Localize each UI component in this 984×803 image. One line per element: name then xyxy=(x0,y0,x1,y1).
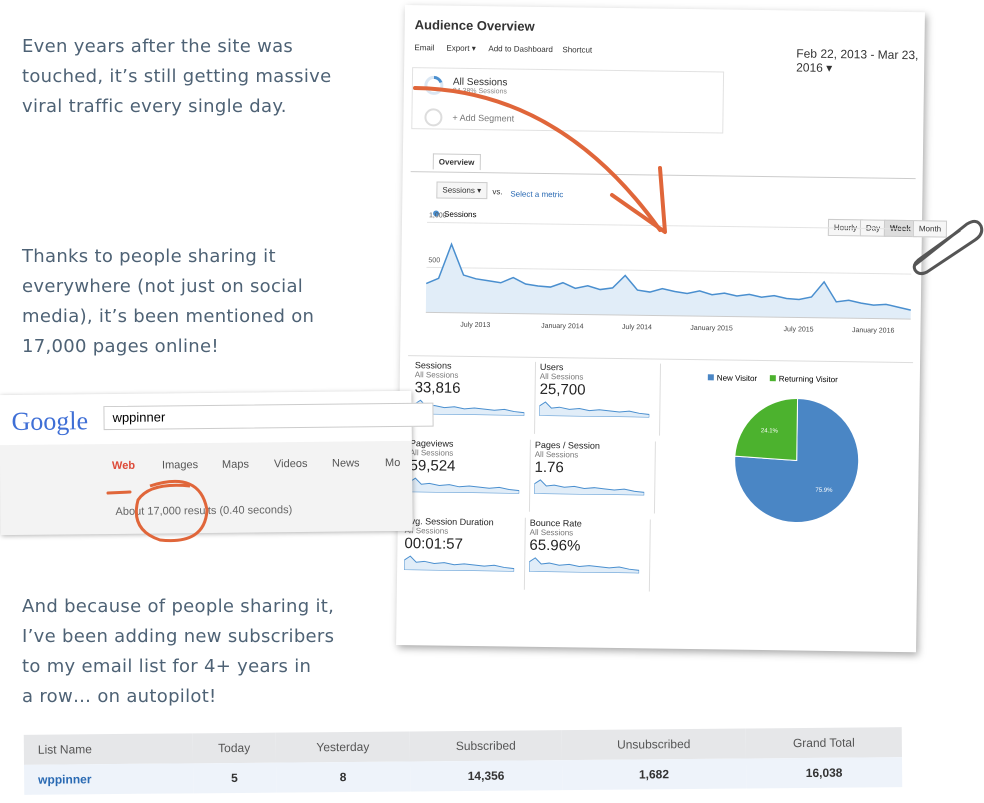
note-line: media), it’s been mentioned on xyxy=(22,306,315,327)
table-cell: 5 xyxy=(192,762,277,794)
sparkline xyxy=(408,477,520,495)
add-segment-icon xyxy=(424,108,443,127)
paperclip xyxy=(912,219,984,276)
y-tick-label: 1,000 xyxy=(429,212,447,219)
note-paragraph: And because of people sharing it, I’ve be… xyxy=(22,592,334,712)
metric-card: Avg. Session Duration All Sessions 00:01:5… xyxy=(403,516,526,590)
underline xyxy=(106,490,132,495)
x-tick-label: July 2014 xyxy=(622,324,652,331)
note-line: to my email list for 4+ years in xyxy=(22,656,312,677)
metric-card: Bounce Rate All Sessions 65.96% xyxy=(528,517,651,592)
sparkline-area xyxy=(403,555,515,573)
metric-card: Pages / Session All Sessions 1.76 xyxy=(533,439,656,514)
segment-box: All Sessions 24.38% Sessions + Add Segme… xyxy=(411,67,725,134)
chart-legend: Sessions xyxy=(433,210,477,219)
table-cell: wppinner xyxy=(24,763,193,795)
sparkline-area xyxy=(533,479,645,496)
slice-label: 75.9% xyxy=(815,488,833,494)
sessions-chart: 500 1,000 July 2013 January 2014 July 2014 Ja… xyxy=(425,212,912,335)
analytics-panel: Audience Overview Email Export ▾ Add to Da… xyxy=(396,5,948,653)
grid-line xyxy=(426,266,912,275)
note-line: viral traffic every single day. xyxy=(22,96,287,117)
column-header: Unsubscribed xyxy=(561,728,746,761)
x-tick-label: January 2014 xyxy=(541,323,584,331)
note-line: I’ve been adding new subscribers xyxy=(22,626,335,647)
table-cell: 8 xyxy=(275,761,411,793)
column-header: Today xyxy=(192,732,276,764)
x-tick-label: July 2015 xyxy=(784,326,814,333)
metric-card: Pageviews All Sessions 59,524 xyxy=(408,438,531,512)
note-line: everywhere (not just on social xyxy=(22,276,304,297)
sparkline-area xyxy=(528,557,640,574)
metric-card: Users All Sessions 25,700 xyxy=(538,361,662,436)
column-header: Grand Total xyxy=(745,727,902,759)
column-header: List Name xyxy=(23,733,193,765)
note-paragraph: Even years after the site was touched, it… xyxy=(22,32,332,122)
line xyxy=(425,242,911,311)
legend-swatch xyxy=(769,375,776,382)
sparkline xyxy=(528,557,640,574)
circle-annotation xyxy=(134,479,209,543)
arrow xyxy=(413,86,662,232)
note-line: a row… on autopilot! xyxy=(22,686,217,707)
arrow-head xyxy=(610,166,667,234)
sparkline xyxy=(403,555,515,573)
column-header: Subscribed xyxy=(409,730,562,762)
x-tick-label: July 2013 xyxy=(460,322,490,329)
pie-slice xyxy=(734,398,799,462)
table-cell: 14,356 xyxy=(410,760,563,792)
area xyxy=(425,244,911,320)
legend-dot xyxy=(433,210,440,217)
sparkline xyxy=(533,479,645,496)
x-axis xyxy=(425,311,911,320)
sparkline-area xyxy=(408,477,520,495)
note-line: Thanks to people sharing it xyxy=(22,246,276,267)
segment-icon xyxy=(424,75,444,95)
y-tick-label: 500 xyxy=(428,257,440,264)
metrics: Sessions All Sessions 33,816 Users All Sessi… xyxy=(403,360,675,604)
legend-label: Returning Visitor xyxy=(779,374,838,384)
column-header: Yesterday xyxy=(275,731,411,763)
note-line: And because of people sharing it, xyxy=(22,596,335,617)
pie-chart: New Visitor Returning Visitor 75.9% 24.1% xyxy=(707,373,860,524)
grid-line xyxy=(426,221,912,230)
table-cell: 1,682 xyxy=(561,758,747,791)
note-paragraph: Thanks to people sharing it everywhere (n… xyxy=(22,242,314,362)
note-line: 17,000 pages online! xyxy=(22,336,219,357)
sparkline-area xyxy=(538,401,650,418)
legend-label: Sessions xyxy=(444,210,477,219)
legend-label: New Visitor xyxy=(717,373,758,383)
slice-label: 24.1% xyxy=(761,428,779,434)
email-table-wrap: List Name Today Yesterday Subscribed Unsubsc… xyxy=(23,727,903,795)
email-table: List Name Today Yesterday Subscribed Unsubsc… xyxy=(23,727,903,795)
table-cell: 16,038 xyxy=(745,757,903,789)
sparkline xyxy=(538,401,650,418)
note-line: touched, it’s still getting massive xyxy=(22,66,332,87)
x-tick-label: January 2015 xyxy=(690,325,733,333)
note-line: Even years after the site was xyxy=(22,36,294,57)
legend-swatch xyxy=(707,374,714,381)
x-tick-label: January 2016 xyxy=(852,327,895,335)
